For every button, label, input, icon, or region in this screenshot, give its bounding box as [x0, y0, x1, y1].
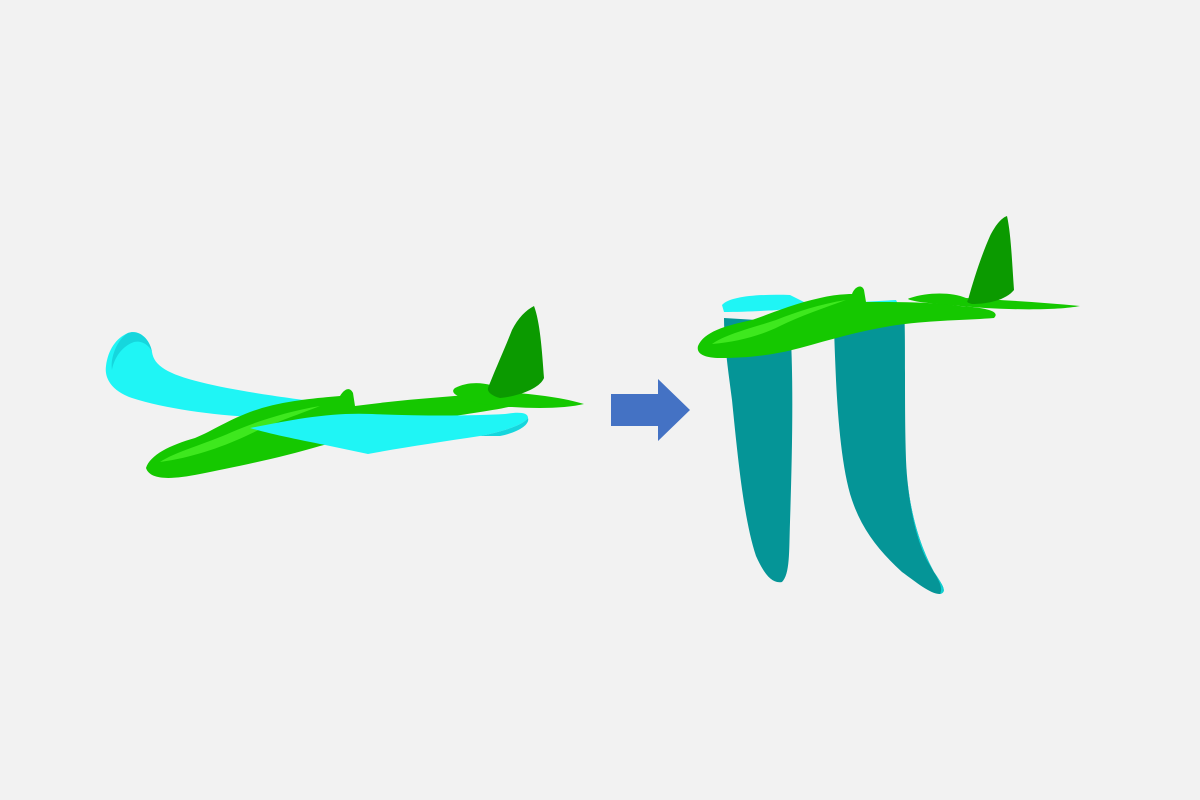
far-wing-edge	[111, 332, 152, 370]
fuselage-highlight	[160, 406, 320, 462]
far-wing	[105, 332, 318, 418]
near-wing	[250, 412, 528, 454]
fuselage	[697, 286, 996, 358]
fuselage-highlight	[712, 300, 846, 344]
plane-wings-folded	[697, 216, 1080, 594]
right-arrow-icon	[611, 379, 690, 441]
near-wing-tip	[480, 418, 529, 436]
far-wing-folded	[724, 318, 793, 583]
vertical-fin	[487, 306, 544, 398]
plane-wings-extended	[105, 306, 584, 478]
near-wing-folded	[834, 306, 944, 594]
horizontal-stabilizer	[453, 383, 584, 408]
vertical-fin	[967, 216, 1014, 304]
horizontal-stabilizer	[908, 293, 1080, 310]
